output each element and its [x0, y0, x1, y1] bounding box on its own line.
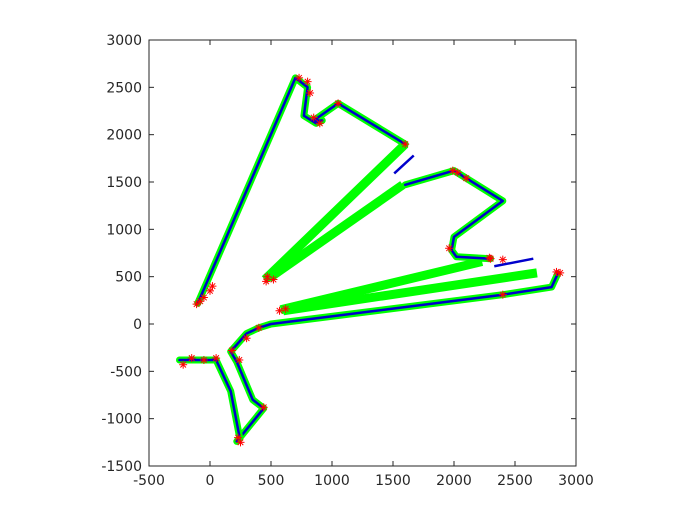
connector-layer — [261, 140, 538, 316]
marker-point-14 — [462, 174, 471, 183]
plot-background — [149, 40, 576, 466]
marker-point-26 — [281, 304, 290, 313]
marker-point-18 — [485, 253, 494, 262]
marker-point-17 — [445, 244, 454, 253]
marker-point-25 — [275, 306, 284, 315]
marker-point-29 — [227, 346, 236, 355]
marker-point-7 — [306, 89, 315, 98]
marker-point-13 — [453, 168, 462, 177]
marker-point-23 — [263, 272, 272, 281]
x-tick-label-3000: 3000 — [558, 473, 594, 489]
marker-point-5 — [295, 73, 304, 82]
marker-point-4 — [208, 282, 217, 291]
marker-point-8 — [309, 113, 318, 122]
marker-point-0 — [192, 300, 201, 309]
x-tick-label--500: -500 — [133, 473, 165, 489]
marker-point-35 — [187, 354, 196, 363]
marker-point-34 — [179, 360, 188, 369]
marker-point-10 — [334, 99, 343, 108]
marker-point-20 — [556, 268, 565, 277]
x-tick-label-1000: 1000 — [314, 473, 350, 489]
path-series-3-line — [178, 358, 241, 437]
marker-point-21 — [498, 290, 507, 299]
marker-point-27 — [254, 323, 263, 332]
marker-point-30 — [235, 355, 244, 364]
y-tick-label--1500: -1500 — [101, 459, 142, 475]
connector-line-1 — [265, 181, 406, 283]
y-tick-label-2000: 2000 — [106, 128, 142, 144]
y-tick-label-2500: 2500 — [106, 80, 142, 96]
y-tick-label--1000: -1000 — [101, 412, 142, 428]
marker-point-16 — [498, 255, 507, 264]
y-tick-label-1500: 1500 — [106, 175, 142, 191]
segment-line-0 — [393, 154, 415, 175]
x-tick-label-2500: 2500 — [497, 473, 533, 489]
segment-line-1 — [494, 257, 534, 268]
y-tick-label-3000: 3000 — [106, 33, 142, 49]
marker-point-9 — [315, 119, 324, 128]
y-tick-label-0: 0 — [133, 317, 142, 333]
x-axis: -500 0 500 1000 1500 2000 2500 3000 — [133, 40, 594, 489]
x-tick-label-500: 500 — [258, 473, 285, 489]
marker-point-6 — [303, 77, 312, 86]
connector-line-0 — [261, 140, 409, 283]
marker-point-37 — [212, 354, 221, 363]
path-series-2-line — [229, 272, 559, 443]
y-tick-label-1000: 1000 — [106, 222, 142, 238]
marker-point-36 — [199, 355, 208, 364]
x-tick-label-2000: 2000 — [436, 473, 472, 489]
marker-point-24 — [269, 275, 278, 284]
marker-point-2 — [199, 293, 208, 302]
x-tick-label-1500: 1500 — [375, 473, 411, 489]
y-axis: -1500 -1000 -500 0 500 1000 1500 2000 2500 3000 — [101, 33, 576, 475]
marker-point-31 — [259, 403, 268, 412]
segment-layer — [393, 154, 534, 268]
y-tick-label-500: 500 — [115, 270, 142, 286]
connector-line-3 — [282, 268, 538, 316]
y-tick-label--500: -500 — [110, 364, 142, 380]
marker-point-28 — [242, 334, 251, 343]
x-tick-label-0: 0 — [206, 473, 215, 489]
marker-point-33 — [236, 438, 245, 447]
marker-point-11 — [401, 140, 410, 149]
marker-layer — [179, 73, 565, 447]
axes-box — [148, 39, 577, 467]
marker-point-22 — [262, 277, 271, 286]
